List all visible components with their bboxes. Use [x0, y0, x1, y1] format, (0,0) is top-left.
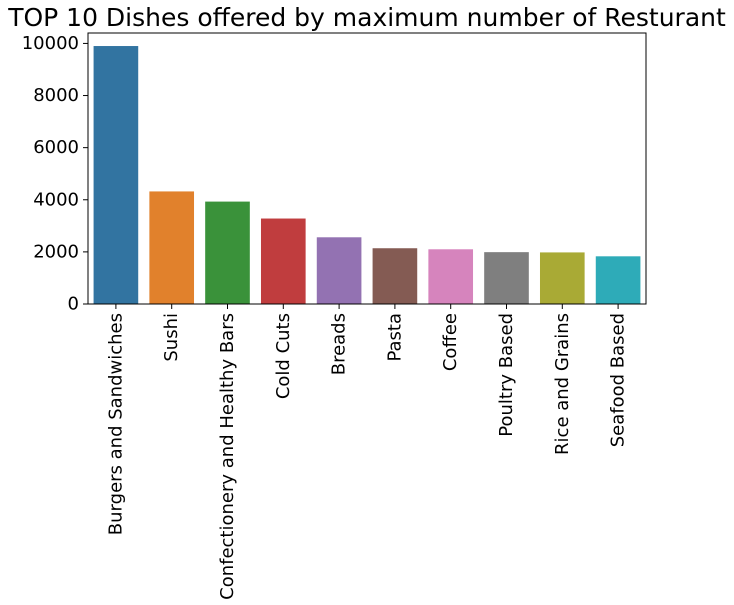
x-tick-label: Seafood Based [608, 313, 629, 447]
y-tick-label: 2000 [33, 241, 79, 262]
bar-8 [484, 252, 529, 304]
y-axis: 0 2000 4000 6000 8000 10000 [22, 33, 88, 315]
bar-7 [428, 249, 474, 304]
bar-10 [595, 256, 641, 304]
bar-5 [316, 237, 362, 304]
y-tick-label: 8000 [33, 85, 79, 106]
bars-group [93, 46, 641, 304]
chart-title: TOP 10 Dishes offered by maximum number … [7, 3, 726, 32]
x-tick-label: Sushi [161, 313, 182, 362]
plot-frame [87, 32, 647, 305]
y-tick-label: 6000 [33, 137, 79, 158]
x-tick-label: Breads [329, 313, 350, 375]
x-axis: Burgers and Sandwiches Sushi Confectionery… [105, 304, 629, 600]
y-tick-label: 4000 [33, 189, 79, 210]
bar-6 [372, 248, 418, 304]
bar-4 [260, 218, 306, 304]
x-tick-label: Coffee [440, 313, 461, 371]
bar-1 [93, 46, 139, 304]
x-tick-label: Rice and Grains [552, 313, 573, 455]
x-tick-label: Pasta [384, 313, 405, 362]
bar-9 [539, 252, 585, 304]
x-tick-label: Confectionery and Healthy Bars [217, 313, 238, 600]
x-tick-label: Burgers and Sandwiches [105, 313, 126, 535]
bar-2 [149, 191, 195, 304]
x-tick-label: Cold Cuts [273, 313, 294, 399]
bar-3 [205, 201, 250, 304]
y-tick-label: 0 [68, 294, 79, 315]
y-tick-label: 10000 [22, 33, 79, 54]
x-tick-label: Poultry Based [496, 313, 517, 437]
